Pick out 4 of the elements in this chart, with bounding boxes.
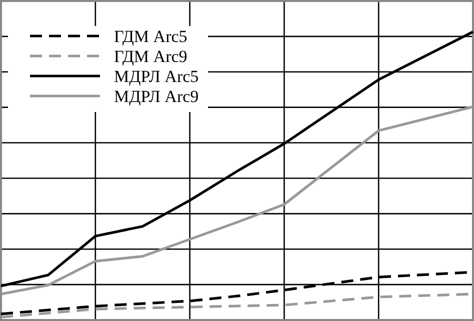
legend-label: ГДМ Arc9 <box>114 47 188 66</box>
legend-label: МДРЛ Arc5 <box>114 67 199 86</box>
legend-label: ГДМ Arc5 <box>114 27 188 46</box>
legend-label: МДРЛ Arc9 <box>114 87 199 106</box>
